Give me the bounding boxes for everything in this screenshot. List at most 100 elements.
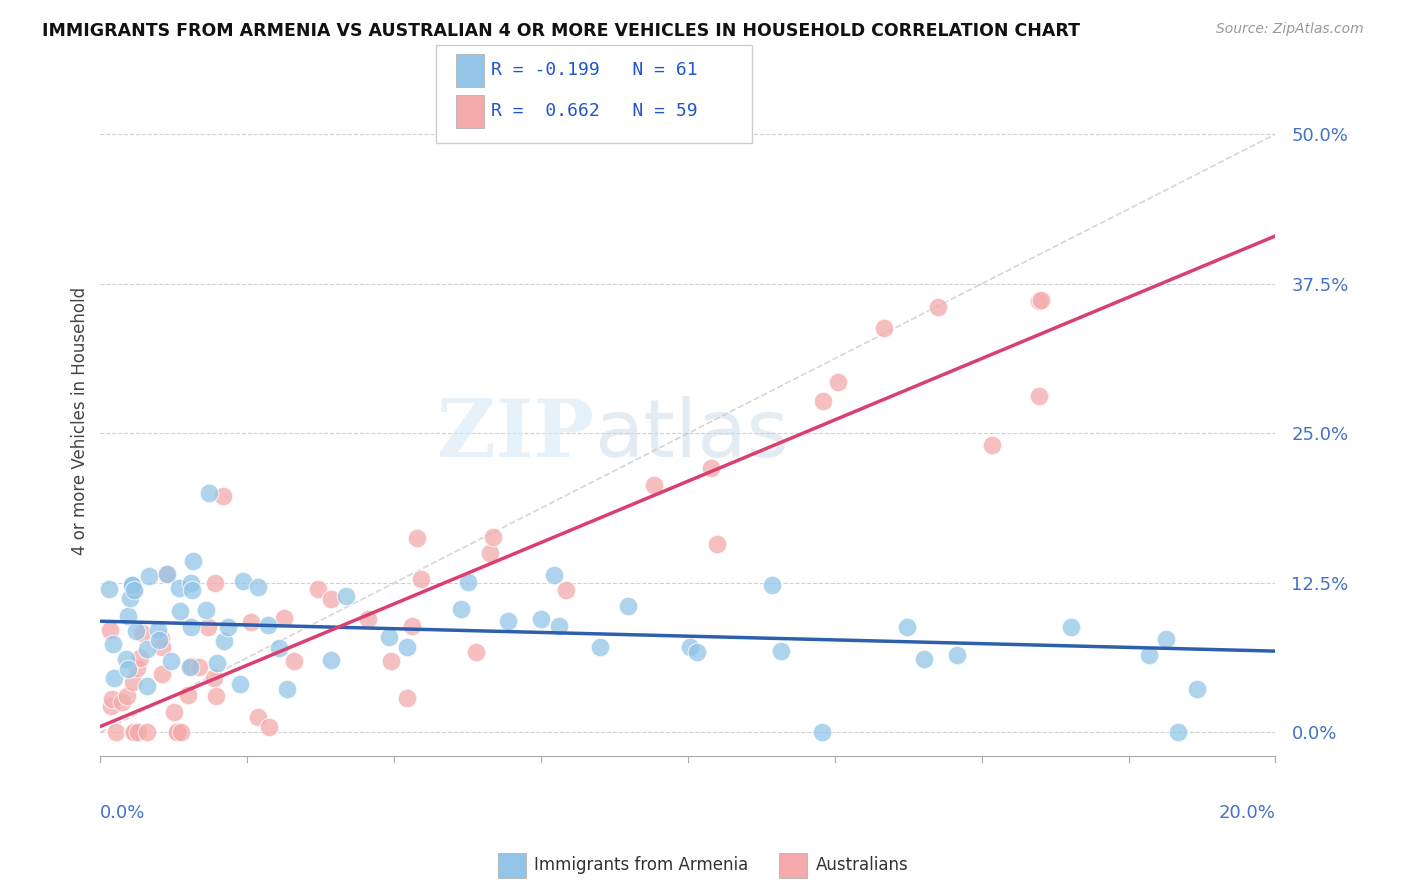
Point <box>240 615 263 630</box>
Point <box>131 625 153 640</box>
Point <box>406 531 429 545</box>
Point <box>307 582 329 596</box>
Point <box>769 644 792 658</box>
Point <box>679 640 702 654</box>
Point <box>643 478 665 492</box>
Point <box>321 591 343 606</box>
Point <box>247 710 270 724</box>
Text: atlas: atlas <box>593 396 789 474</box>
Point <box>396 691 419 706</box>
Point <box>1029 293 1052 307</box>
Point <box>180 659 202 673</box>
Point <box>125 624 148 638</box>
Point <box>138 569 160 583</box>
Point <box>127 725 149 739</box>
Point <box>257 617 280 632</box>
Point <box>409 572 432 586</box>
Point <box>195 603 218 617</box>
Point <box>98 582 121 596</box>
Point <box>380 654 402 668</box>
Point <box>927 301 949 315</box>
Point <box>457 575 479 590</box>
Text: Immigrants from Armenia: Immigrants from Armenia <box>534 856 748 874</box>
Point <box>163 705 186 719</box>
Point <box>273 611 295 625</box>
Point <box>267 641 290 656</box>
Point <box>247 581 270 595</box>
Point <box>211 490 233 504</box>
Point <box>124 725 146 739</box>
Point <box>706 537 728 551</box>
Point <box>98 623 121 637</box>
Point <box>810 725 832 739</box>
Point <box>1167 725 1189 739</box>
Text: ZIP: ZIP <box>437 396 593 474</box>
Point <box>498 614 520 628</box>
Point <box>896 620 918 634</box>
Point <box>136 641 159 656</box>
Text: Source: ZipAtlas.com: Source: ZipAtlas.com <box>1216 22 1364 37</box>
Point <box>115 689 138 703</box>
Point <box>105 725 128 739</box>
Point <box>166 725 188 739</box>
Point <box>101 691 124 706</box>
Point <box>150 640 173 654</box>
Point <box>283 653 305 667</box>
Point <box>101 637 124 651</box>
Point <box>1028 389 1050 403</box>
Point <box>121 577 143 591</box>
Point <box>761 578 783 592</box>
Point <box>124 583 146 598</box>
Point <box>149 631 172 645</box>
Point <box>128 651 150 665</box>
Point <box>159 654 181 668</box>
Point <box>357 612 380 626</box>
Point <box>188 660 211 674</box>
Point <box>115 651 138 665</box>
Text: R = -0.199   N = 61: R = -0.199 N = 61 <box>491 62 697 79</box>
Text: Australians: Australians <box>815 856 908 874</box>
Text: R =  0.662   N = 59: R = 0.662 N = 59 <box>491 103 697 120</box>
Point <box>232 574 254 589</box>
Point <box>121 578 143 592</box>
Point <box>686 645 709 659</box>
Point <box>122 583 145 598</box>
Point <box>176 688 198 702</box>
Point <box>1154 632 1177 647</box>
Point <box>464 645 486 659</box>
Point <box>204 576 226 591</box>
Point <box>555 583 578 598</box>
Point <box>170 725 193 739</box>
Point <box>319 653 342 667</box>
Point <box>111 695 134 709</box>
Point <box>543 568 565 582</box>
Point <box>827 375 849 389</box>
Point <box>148 632 170 647</box>
Y-axis label: 4 or more Vehicles in Household: 4 or more Vehicles in Household <box>72 287 89 556</box>
Point <box>1028 293 1050 308</box>
Point <box>257 720 280 734</box>
Point <box>100 698 122 713</box>
Text: 20.0%: 20.0% <box>1219 805 1275 822</box>
Point <box>811 394 834 409</box>
Point <box>1185 681 1208 696</box>
Point <box>276 681 298 696</box>
Point <box>150 666 173 681</box>
Point <box>548 618 571 632</box>
Point <box>946 648 969 662</box>
Point <box>180 583 202 598</box>
Point <box>396 640 419 654</box>
Point <box>146 623 169 637</box>
Point <box>122 674 145 689</box>
Point <box>198 486 221 500</box>
Point <box>166 725 188 739</box>
Point <box>1137 648 1160 662</box>
Point <box>205 656 228 670</box>
Point <box>588 640 610 654</box>
Point <box>121 725 143 739</box>
Point <box>872 321 894 335</box>
Point <box>180 620 202 634</box>
Point <box>179 660 201 674</box>
Point <box>136 679 159 693</box>
Point <box>217 620 239 634</box>
